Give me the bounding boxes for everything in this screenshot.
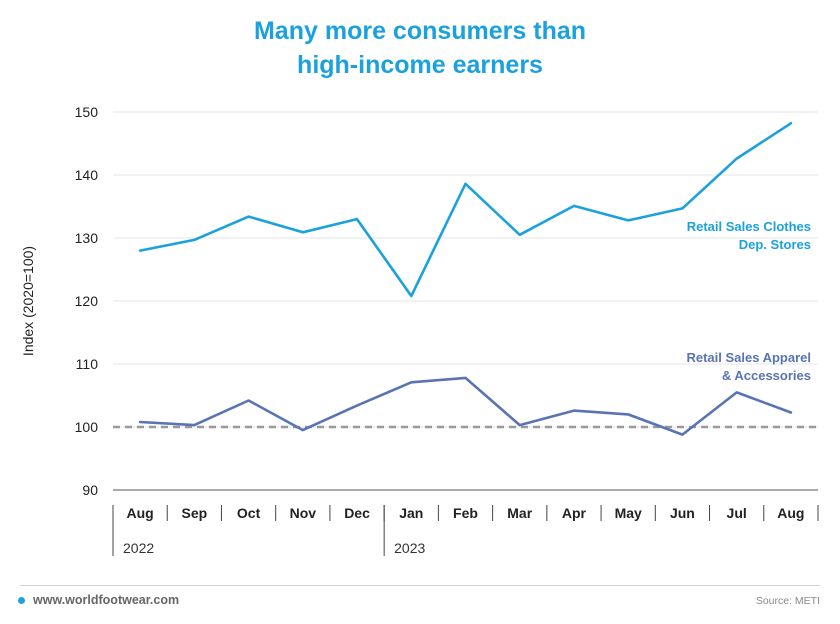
series-label: & Accessories <box>722 368 811 383</box>
footer-divider <box>20 585 820 586</box>
year-label: 2023 <box>394 540 425 556</box>
x-tick-label: Apr <box>562 505 587 521</box>
x-tick-label: Oct <box>237 505 261 521</box>
y-tick-label: 140 <box>75 167 99 183</box>
x-tick-label: Dec <box>344 505 370 521</box>
series-label: Dep. Stores <box>739 237 811 252</box>
x-tick-label: Sep <box>182 505 208 521</box>
x-tick-label: Aug <box>777 505 804 521</box>
y-tick-label: 110 <box>76 356 99 372</box>
x-tick-label: Aug <box>127 505 154 521</box>
x-tick-label: Jul <box>727 505 747 521</box>
chart-title-line-1: Many more consumers than <box>253 17 587 45</box>
y-tick-label: 100 <box>75 419 99 435</box>
line-chart: 90 100 110 120 130 140 150 Index (2020=100) Aug S… <box>20 104 819 556</box>
series-label: Retail Sales Clothes <box>687 219 811 234</box>
chart-title: Many more consumers than high-income ear… <box>0 14 840 82</box>
y-tick-label: 120 <box>75 293 99 309</box>
x-tick-label: May <box>615 505 642 521</box>
series-line <box>138 122 793 298</box>
x-tick-label: Jan <box>399 505 423 521</box>
y-tick-label: 90 <box>82 482 98 498</box>
source-note: Source: METI <box>755 595 820 607</box>
series-label: Retail Sales Apparel <box>686 350 811 365</box>
y-tick-label: 130 <box>75 230 99 246</box>
y-axis-title: Index (2020=100) <box>20 246 36 356</box>
x-tick-label: Feb <box>453 505 478 521</box>
chart-title-line-2: high-income earners <box>297 51 543 79</box>
bullet-dot-icon <box>18 596 25 604</box>
year-label: 2022 <box>123 540 154 556</box>
x-tick-label: Mar <box>507 505 532 521</box>
series-line <box>138 376 793 436</box>
footer-website[interactable]: www.worldfootwear.com <box>18 593 179 607</box>
website-link[interactable]: www.worldfootwear.com <box>33 593 180 607</box>
x-tick-label: Jun <box>670 505 695 521</box>
y-tick-label: 150 <box>75 104 99 120</box>
x-tick-label: Nov <box>290 505 317 521</box>
